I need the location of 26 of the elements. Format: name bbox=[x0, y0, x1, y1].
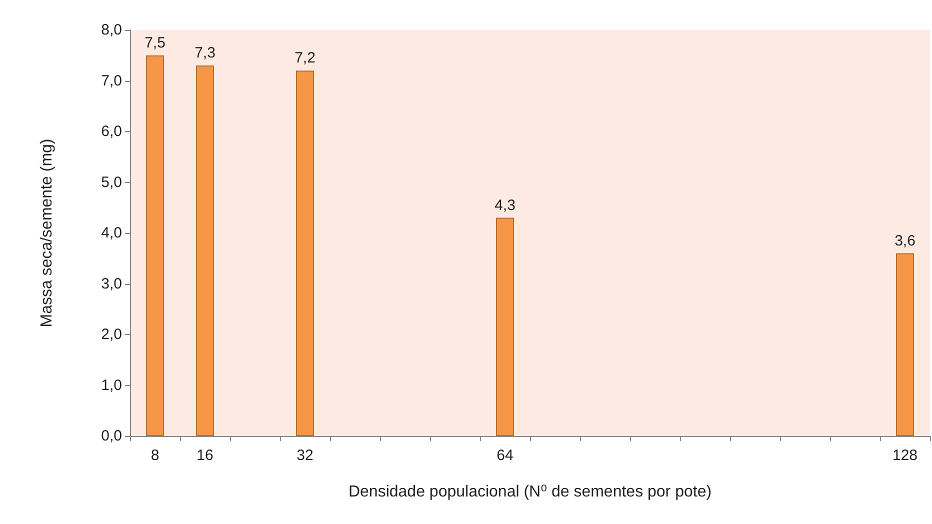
data-label: 4,3 bbox=[494, 196, 516, 214]
y-tick-label: 0,0 bbox=[101, 428, 122, 444]
x-tick-label: 8 bbox=[150, 447, 160, 464]
y-tick-label: 5,0 bbox=[101, 174, 122, 191]
bar bbox=[146, 55, 164, 436]
x-tick-label: 16 bbox=[196, 447, 214, 464]
data-label: 3,6 bbox=[894, 232, 916, 250]
y-tick-label: 2,0 bbox=[101, 326, 122, 343]
y-tick-label: 8,0 bbox=[101, 22, 122, 38]
data-label: 7,2 bbox=[294, 50, 316, 67]
y-tick-label: 3,0 bbox=[101, 275, 122, 292]
data-label: 7,5 bbox=[144, 34, 166, 52]
y-tick-label: 4,0 bbox=[101, 224, 122, 242]
bar bbox=[296, 70, 314, 436]
data-label: 7,3 bbox=[194, 44, 216, 62]
x-tick-label: 32 bbox=[296, 447, 314, 464]
bar bbox=[896, 253, 914, 436]
y-tick-label: 7,0 bbox=[101, 72, 122, 90]
y-tick-label: 6,0 bbox=[101, 123, 122, 140]
y-axis-title: Massa seca/semente (mg) bbox=[38, 138, 56, 328]
y-tick-label: 1,0 bbox=[101, 376, 122, 394]
x-tick-label: 64 bbox=[496, 447, 514, 464]
bar bbox=[496, 218, 514, 436]
x-tick-label: 128 bbox=[892, 447, 918, 464]
bar bbox=[196, 66, 214, 436]
x-axis-title: Densidade populacional (N⁰ de sementes por pote) bbox=[348, 484, 712, 500]
